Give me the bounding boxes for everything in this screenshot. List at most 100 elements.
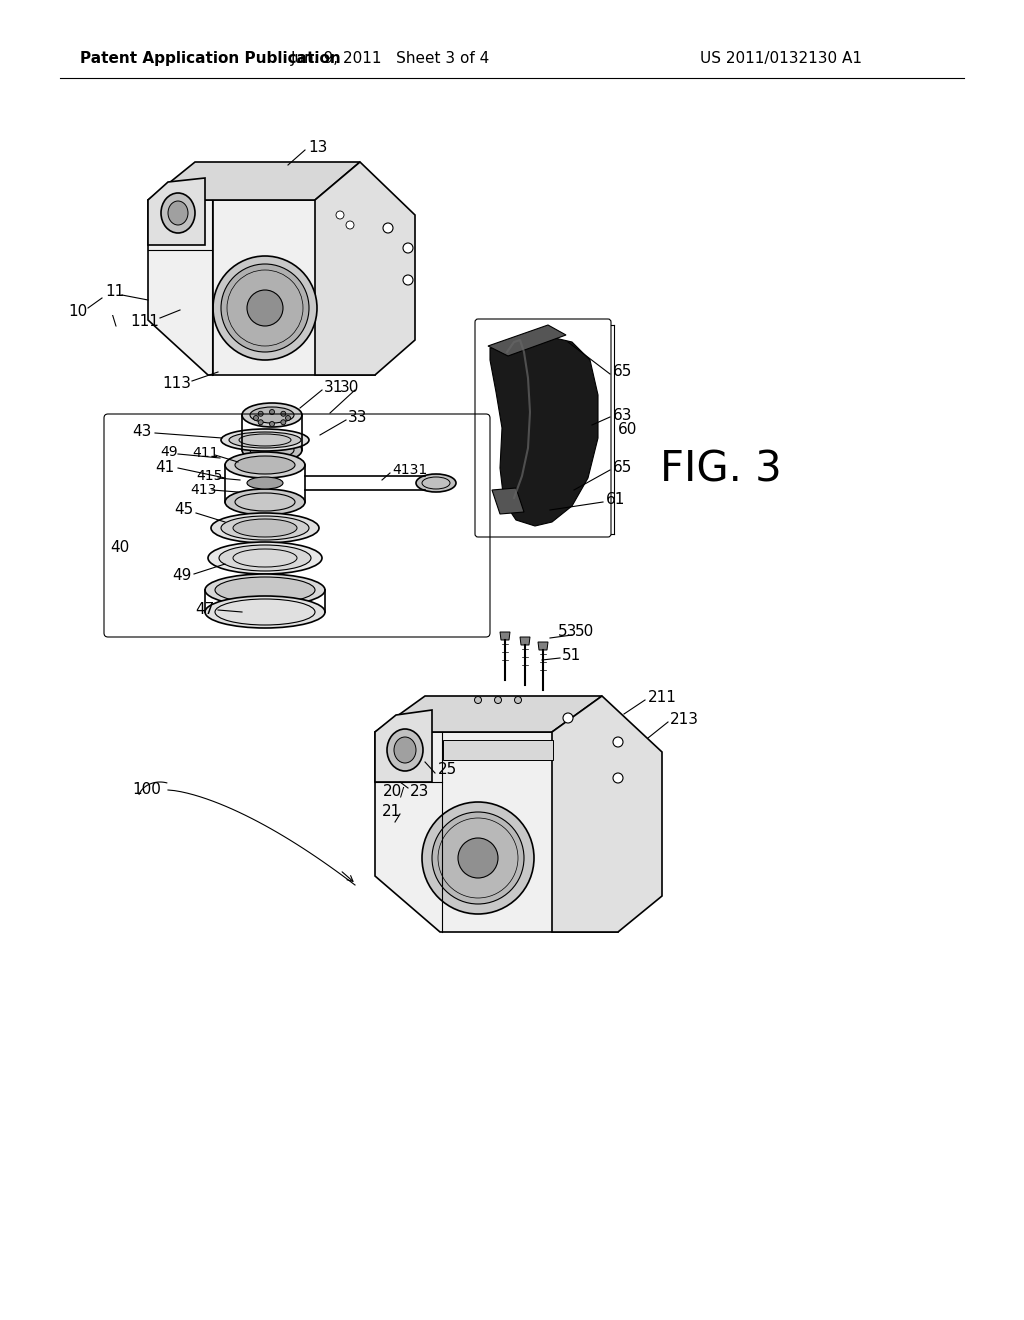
Ellipse shape [387, 729, 423, 771]
Ellipse shape [205, 574, 325, 606]
Ellipse shape [432, 812, 524, 904]
Ellipse shape [613, 774, 623, 783]
Text: 213: 213 [670, 713, 699, 727]
Polygon shape [375, 733, 618, 932]
Text: 51: 51 [562, 648, 582, 663]
Text: 31: 31 [324, 380, 343, 396]
Ellipse shape [234, 455, 295, 474]
Text: 33: 33 [348, 411, 368, 425]
Polygon shape [375, 710, 432, 781]
Text: 21: 21 [382, 804, 401, 820]
Text: 211: 211 [648, 690, 677, 705]
Ellipse shape [258, 412, 263, 416]
Text: 50: 50 [575, 624, 594, 639]
Text: 65: 65 [613, 364, 633, 380]
Ellipse shape [514, 697, 521, 704]
Text: 23: 23 [410, 784, 429, 800]
Polygon shape [520, 638, 530, 645]
Text: 53: 53 [558, 624, 578, 639]
Text: 49: 49 [160, 445, 177, 459]
Polygon shape [552, 696, 662, 932]
Ellipse shape [208, 543, 322, 574]
Polygon shape [492, 488, 524, 513]
Ellipse shape [403, 243, 413, 253]
Ellipse shape [221, 429, 309, 451]
Ellipse shape [233, 519, 297, 537]
Polygon shape [148, 178, 205, 246]
Polygon shape [538, 642, 548, 649]
Ellipse shape [394, 737, 416, 763]
Ellipse shape [205, 597, 325, 628]
Text: 20: 20 [383, 784, 402, 800]
Text: 413: 413 [190, 483, 216, 498]
Ellipse shape [225, 451, 305, 478]
Text: 43: 43 [132, 425, 152, 440]
Text: 411: 411 [193, 446, 218, 459]
Text: 40: 40 [110, 540, 129, 556]
Text: \: \ [112, 313, 117, 327]
Ellipse shape [229, 432, 301, 447]
Text: Jun. 9, 2011   Sheet 3 of 4: Jun. 9, 2011 Sheet 3 of 4 [291, 50, 489, 66]
Ellipse shape [221, 516, 309, 540]
Ellipse shape [258, 420, 263, 425]
Text: /: / [400, 785, 404, 799]
Text: 113: 113 [162, 376, 191, 392]
Text: 65: 65 [613, 461, 633, 475]
Text: 4131: 4131 [392, 463, 427, 477]
Ellipse shape [247, 290, 283, 326]
Text: 11: 11 [105, 285, 124, 300]
Text: 41: 41 [155, 461, 174, 475]
Ellipse shape [281, 412, 286, 416]
Ellipse shape [416, 474, 456, 492]
Polygon shape [148, 201, 375, 375]
Ellipse shape [211, 513, 319, 543]
Text: US 2011/0132130 A1: US 2011/0132130 A1 [700, 50, 862, 66]
Ellipse shape [269, 421, 274, 426]
Polygon shape [375, 696, 602, 733]
Text: 61: 61 [606, 492, 626, 507]
Ellipse shape [495, 697, 502, 704]
Polygon shape [488, 325, 566, 356]
Polygon shape [315, 162, 415, 375]
Text: FIG. 3: FIG. 3 [660, 449, 781, 491]
Ellipse shape [215, 577, 315, 603]
Ellipse shape [346, 220, 354, 228]
Ellipse shape [403, 275, 413, 285]
Text: 30: 30 [340, 380, 359, 396]
Ellipse shape [563, 713, 573, 723]
Text: 60: 60 [618, 422, 637, 437]
Ellipse shape [161, 193, 195, 234]
Ellipse shape [242, 438, 302, 462]
Ellipse shape [336, 211, 344, 219]
Ellipse shape [225, 488, 305, 515]
Text: 111: 111 [130, 314, 159, 330]
Ellipse shape [221, 264, 309, 352]
Text: 49: 49 [172, 569, 191, 583]
Text: 13: 13 [308, 140, 328, 156]
Ellipse shape [383, 223, 393, 234]
Text: 63: 63 [613, 408, 633, 422]
Text: 45: 45 [174, 503, 194, 517]
Polygon shape [500, 632, 510, 640]
Ellipse shape [281, 420, 286, 425]
Ellipse shape [286, 416, 291, 421]
Text: 10: 10 [68, 305, 87, 319]
Ellipse shape [269, 409, 274, 414]
Ellipse shape [613, 737, 623, 747]
Text: Patent Application Publication: Patent Application Publication [80, 50, 341, 66]
Text: 415: 415 [196, 469, 222, 483]
Text: 47: 47 [195, 602, 214, 618]
Ellipse shape [422, 803, 534, 913]
Ellipse shape [247, 477, 283, 488]
Ellipse shape [250, 407, 294, 422]
Polygon shape [148, 162, 360, 201]
Ellipse shape [254, 416, 258, 421]
Ellipse shape [474, 697, 481, 704]
Ellipse shape [219, 545, 311, 572]
Text: 100: 100 [132, 783, 161, 797]
Ellipse shape [168, 201, 188, 224]
Ellipse shape [242, 403, 302, 426]
Ellipse shape [213, 256, 317, 360]
Ellipse shape [458, 838, 498, 878]
Polygon shape [443, 741, 553, 760]
